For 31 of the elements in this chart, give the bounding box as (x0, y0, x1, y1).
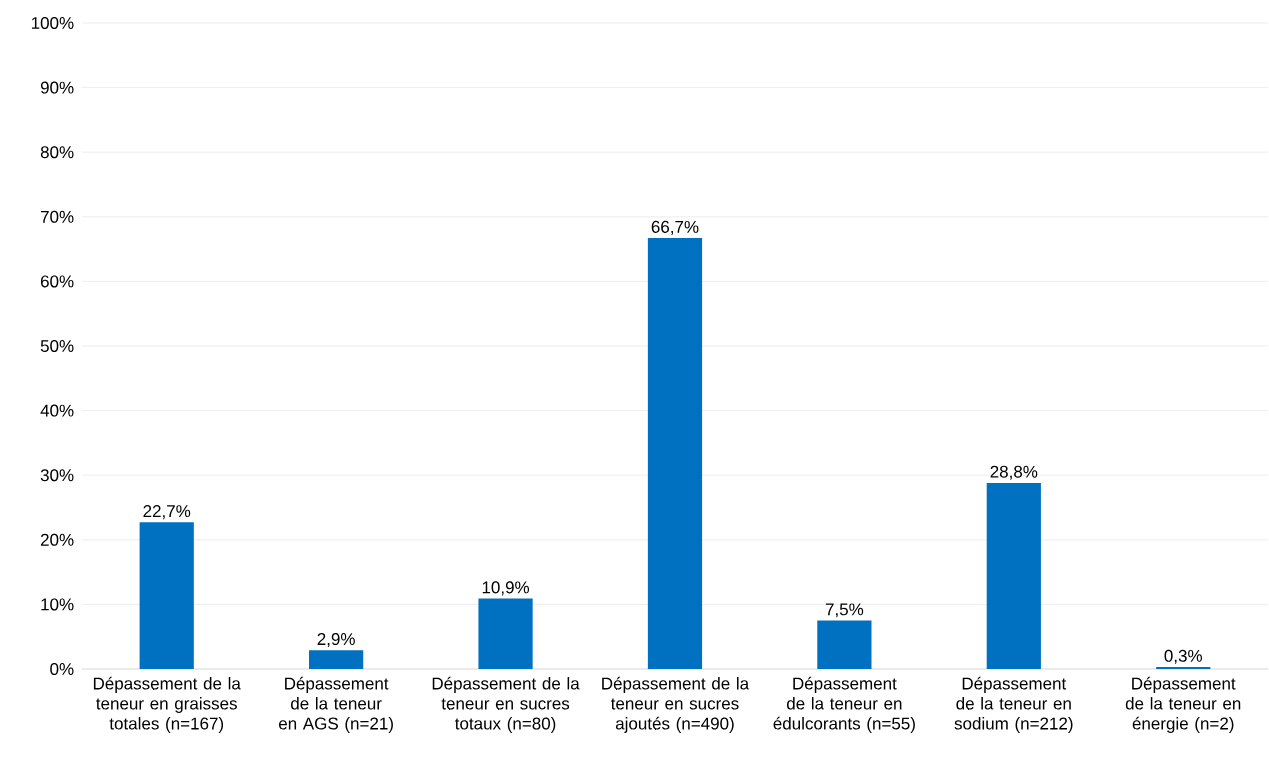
y-tick-label: 40% (40, 404, 74, 417)
bar (986, 482, 1041, 669)
data-label: 66,7% (651, 220, 699, 235)
data-label: 2,9% (317, 633, 355, 648)
y-tick-label: 50% (40, 339, 74, 353)
data-label: 0,3% (1164, 649, 1202, 664)
y-tick-label: 20% (40, 533, 74, 546)
data-label: 7,5% (825, 603, 864, 618)
x-tick-label: Dépassement de la teneur en énergie (n=2) (1125, 676, 1241, 733)
x-tick-label: Dépassement de la teneur en AGS (n=21) (278, 676, 393, 733)
bar (309, 650, 364, 669)
bar (817, 620, 872, 669)
y-tick-label: 80% (40, 146, 74, 159)
y-tick-label: 90% (40, 81, 74, 94)
y-tick-label: 60% (40, 275, 74, 288)
data-label: 22,7% (143, 505, 191, 520)
data-label: 28,8% (990, 465, 1038, 480)
y-tick-label: 70% (40, 210, 74, 223)
x-tick-label: Dépassement de la teneur en sucres totaux (n=80) (432, 676, 580, 733)
y-tick-label: 10% (41, 598, 74, 611)
x-tick-label: Dépassement de la teneur en édulcorants (n=55) (773, 676, 915, 733)
y-tick-label: 0% (50, 662, 74, 676)
x-tick-label: Dépassement de la teneur en sodium (n=212) (954, 676, 1073, 733)
data-label: 10,9% (482, 581, 530, 596)
y-tick-label: 30% (40, 469, 74, 482)
x-tick-label: Dépassement de la teneur en sucres ajoutés (n=490) (602, 676, 750, 733)
bar (139, 522, 194, 669)
y-tick-label: 100% (31, 16, 74, 30)
x-tick-label: Dépassement de la teneur en graisses totales (n=167) (93, 676, 241, 733)
bar (478, 598, 533, 669)
bar (647, 238, 703, 669)
